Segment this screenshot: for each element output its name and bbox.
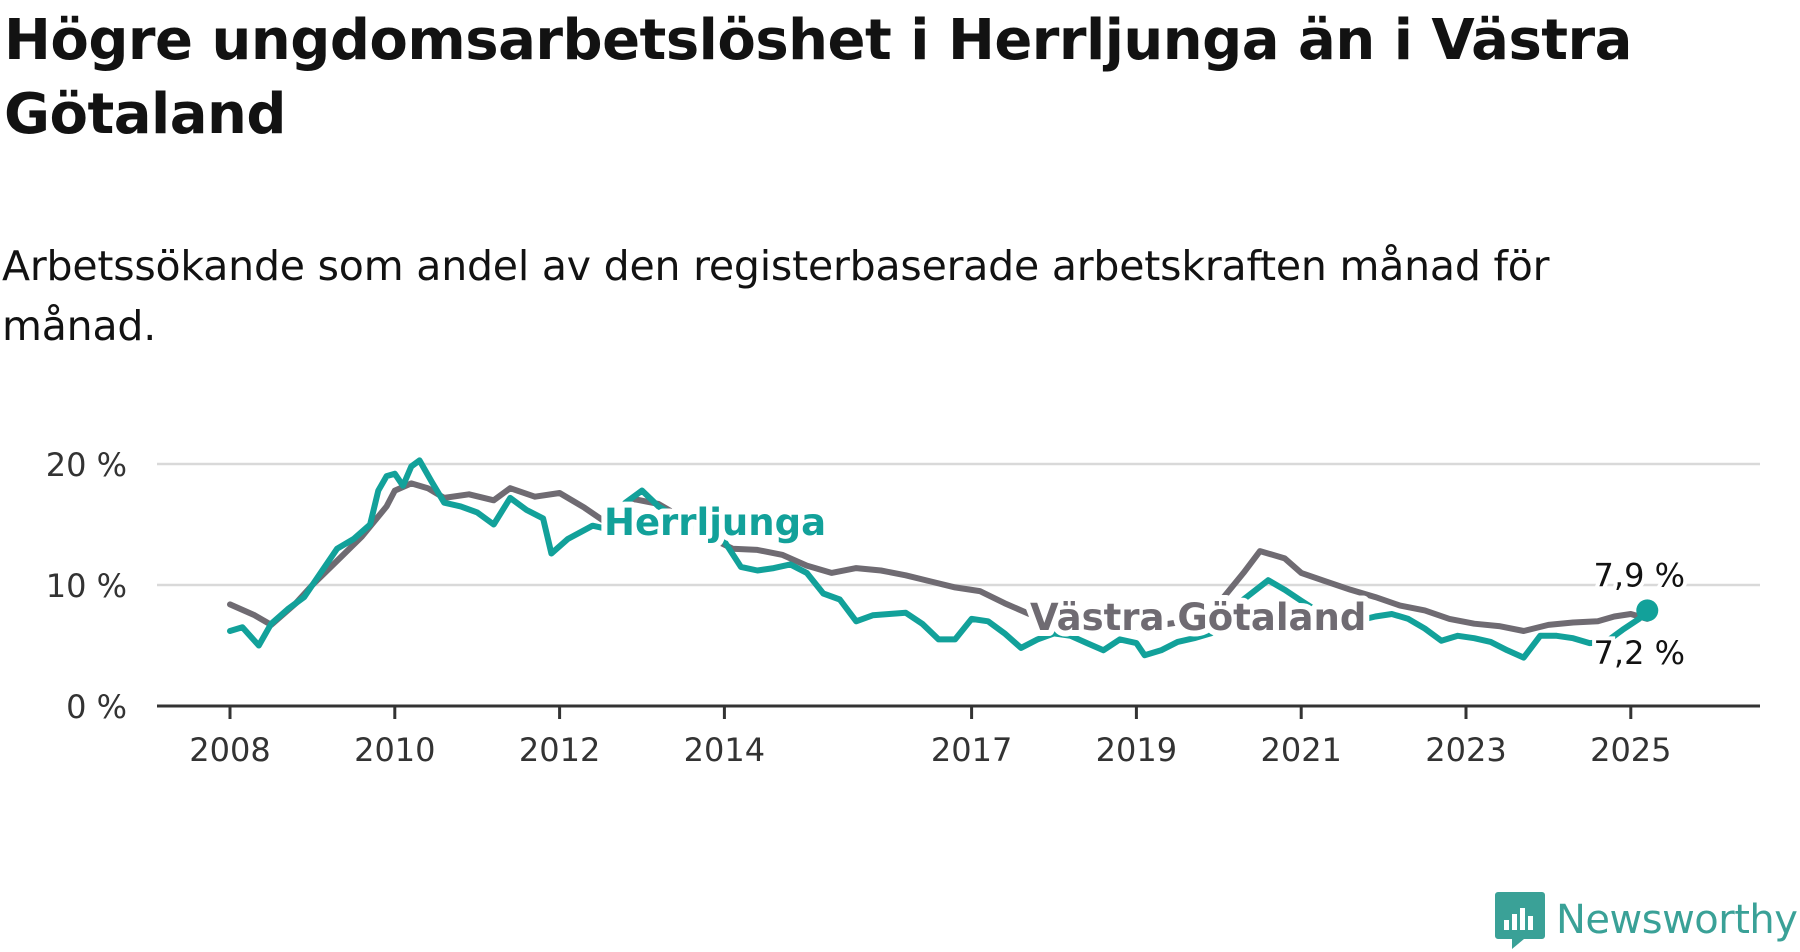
y-tick-label: 0 % (66, 688, 127, 726)
x-tick-label: 2025 (1590, 731, 1671, 769)
x-tick-label: 2021 (1260, 731, 1341, 769)
end-value-vastra-gotaland: 7,2 % (1594, 634, 1685, 672)
chart-subtitle: Arbetssökande som andel av den registerb… (2, 242, 1550, 350)
series-labels: Herrljunga Västra Götaland 7,9 % 7,2 % (598, 495, 1689, 676)
y-tick-label: 20 % (46, 446, 127, 484)
x-tick-label: 2008 (189, 731, 270, 769)
brand-name: Newsworthy (1556, 897, 1798, 943)
end-value-herrljunga: 7,9 % (1594, 556, 1685, 594)
y-tick-label: 10 % (46, 567, 127, 605)
series-label-herrljunga: Herrljunga (604, 501, 826, 544)
x-tick-label: 2023 (1425, 731, 1506, 769)
newsworthy-brand: Newsworthy (1494, 888, 1798, 952)
x-tick-label: 2012 (519, 731, 600, 769)
x-tick-label: 2014 (684, 731, 765, 769)
x-tick-label: 2010 (354, 731, 435, 769)
series-lines (227, 457, 1659, 661)
chart-title: Högre ungdomsarbetslöshet i Herrljunga ä… (4, 8, 1632, 147)
series-line-vastra-gotaland (227, 480, 1651, 634)
line-chart: 0 % 10 % 20 % 2008 2010 2012 2014 2017 2019 2021… (46, 446, 1760, 769)
x-tick-label: 2019 (1096, 731, 1177, 769)
series-line-herrljunga (227, 457, 1651, 661)
series-label-vastra-gotaland: Västra Götaland (1030, 596, 1366, 639)
herrljunga-end-point (1636, 599, 1659, 622)
x-axis: 2008 2010 2012 2014 2017 2019 2021 2023 2025 (157, 704, 1760, 769)
y-axis-ticks: 0 % 10 % 20 % (46, 446, 127, 726)
newsworthy-logo-icon (1495, 892, 1545, 949)
x-tick-label: 2017 (931, 731, 1012, 769)
